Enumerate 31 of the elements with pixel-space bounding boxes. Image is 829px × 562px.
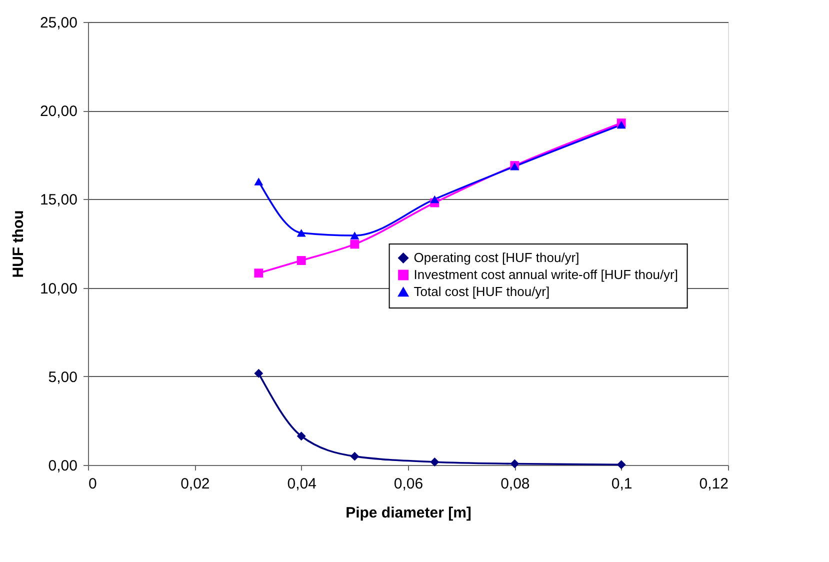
- point: [350, 232, 360, 240]
- point: [430, 458, 440, 466]
- legend-label: Investment cost annual write-off [HUF thou/yr]: [414, 267, 678, 282]
- legend-label: Total cost [HUF thou/yr]: [414, 284, 550, 299]
- point: [254, 178, 264, 186]
- point: [350, 240, 360, 249]
- point: [430, 195, 440, 204]
- point: [510, 459, 520, 468]
- x-tick-label: 0,04: [287, 476, 316, 492]
- x-axis-title: Pipe diameter [m]: [346, 504, 472, 522]
- legend-label: Operating cost [HUF thou/yr]: [414, 250, 580, 265]
- x-tick-label: 0,12: [699, 476, 728, 492]
- point: [296, 228, 306, 237]
- point: [616, 460, 626, 470]
- point: [350, 452, 360, 461]
- y-tick-label: 20,00: [40, 103, 78, 120]
- y-tick-label: 5,00: [48, 368, 78, 386]
- point: [296, 256, 306, 265]
- y-tick-label: 10,00: [40, 280, 78, 298]
- y-tick-label: 0,00: [48, 458, 78, 474]
- y-tick-label: 15,00: [40, 192, 78, 209]
- x-tick-label: 0,06: [394, 476, 424, 492]
- x-tick-label: 0: [88, 476, 97, 492]
- x-tick-label: 0,1: [611, 476, 632, 492]
- point: [254, 368, 264, 378]
- point: [254, 268, 264, 278]
- point: [296, 432, 306, 441]
- x-tick-label: 0,08: [500, 476, 530, 492]
- y-tick-label: 25,00: [40, 14, 78, 32]
- x-tick-label: 0,02: [180, 476, 210, 492]
- y-axis-title: HUF thou: [10, 210, 27, 278]
